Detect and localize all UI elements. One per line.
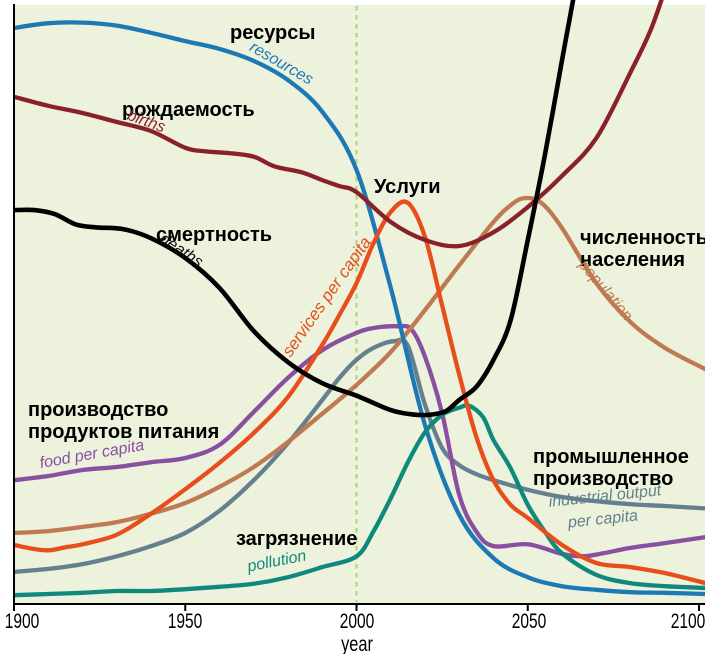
label-pollution-ru: загрязнение — [236, 528, 358, 550]
x-tick-label-2050: 2050 — [511, 610, 547, 633]
label-deaths-ru: смертность — [156, 224, 273, 246]
curve-deaths — [14, 0, 576, 418]
label-services-ru: Услуги — [374, 176, 441, 198]
label-food-ru: производство продуктов питания — [28, 399, 220, 443]
x-axis-title: year — [341, 633, 373, 654]
x-tick-label-1950: 1950 — [167, 610, 203, 633]
curve-industrial — [14, 337, 705, 575]
curve-births — [14, 0, 664, 249]
label-births-ru: рождаемость — [122, 99, 255, 121]
curve-population — [14, 195, 705, 536]
curve-pollution — [14, 403, 705, 598]
label-population-ru: численность населения — [580, 227, 705, 271]
x-tick-label-2000: 2000 — [339, 610, 375, 633]
plot-background — [14, 5, 705, 603]
axes — [13, 4, 705, 611]
x-tick-label-2100: 2100 — [670, 610, 705, 633]
label-resources-ru: ресурсы — [230, 22, 316, 44]
x-tick-label-1900: 1900 — [4, 610, 40, 633]
curve-services — [14, 199, 705, 586]
curves-layer — [14, 0, 705, 598]
label-industrial-ru: промышленное производство — [533, 446, 689, 490]
